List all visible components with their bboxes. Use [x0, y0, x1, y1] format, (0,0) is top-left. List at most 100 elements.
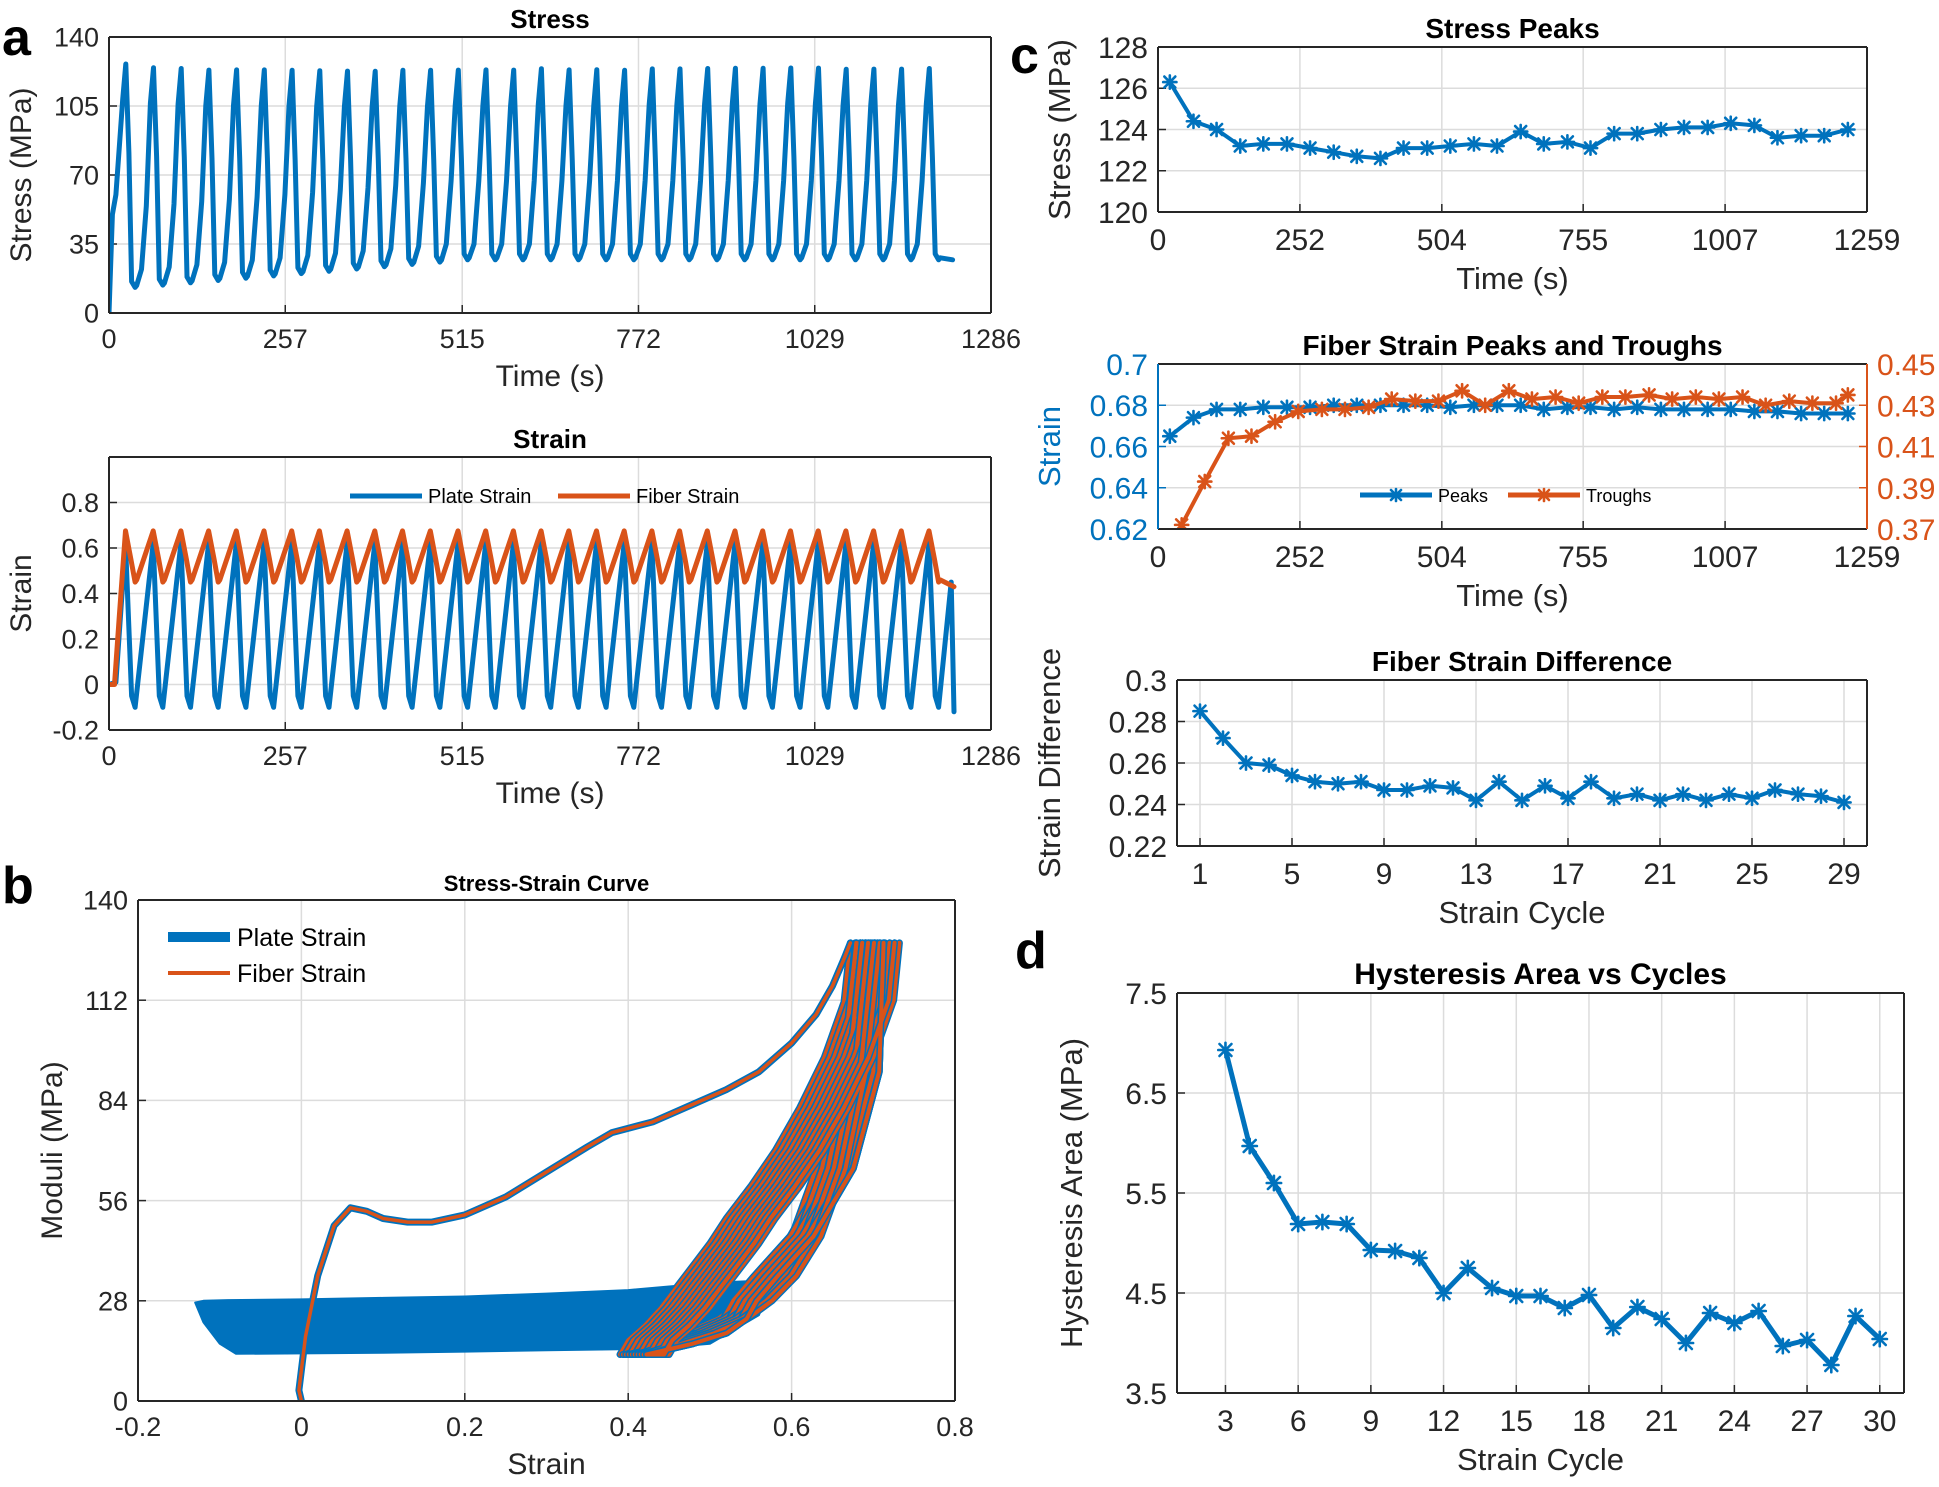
- data-point: [1676, 401, 1692, 418]
- data-point: [1532, 1287, 1549, 1305]
- x-tick-label: 252: [1275, 541, 1325, 574]
- stress-series: [109, 61, 956, 313]
- y-tick-label: 140: [83, 886, 128, 916]
- fiber-strain-series: [295, 939, 903, 1401]
- x-tick-label: 515: [440, 324, 485, 354]
- data-point: [1798, 1331, 1816, 1349]
- y-tick-label: 35: [69, 230, 99, 260]
- data-point: [1302, 140, 1318, 156]
- x-tick-label: 1286: [961, 324, 1021, 354]
- data-point: [1477, 397, 1494, 414]
- fiber-first-loading: [297, 941, 853, 1401]
- y-axis-label: Strain: [1032, 406, 1067, 487]
- data-point: [1560, 790, 1576, 807]
- data-point: [1699, 119, 1716, 136]
- data-point: [1813, 788, 1829, 805]
- x-axis-label: Strain Cycle: [1438, 895, 1605, 930]
- y-tick-label: 7.5: [1125, 978, 1167, 1011]
- chart-title: Stress Peaks: [1425, 13, 1599, 44]
- data-point: [1216, 1041, 1234, 1059]
- x-tick-label: 257: [263, 324, 308, 354]
- y-tick-label: 128: [1098, 32, 1148, 65]
- data-point: [1290, 403, 1307, 420]
- data-point: [1338, 1215, 1356, 1233]
- data-point: [1241, 1137, 1259, 1155]
- y-tick-label: 0.6: [61, 534, 99, 564]
- data-point: [1243, 428, 1260, 445]
- chart-title: Stress-Strain Curve: [444, 871, 649, 896]
- x-tick-label: 30: [1863, 1405, 1896, 1438]
- data-point: [1395, 140, 1412, 156]
- data-point: [1556, 1299, 1574, 1317]
- data-point: [1839, 121, 1856, 138]
- x-axis-label: Time (s): [1456, 261, 1569, 296]
- x-tick-label: 21: [1645, 1405, 1678, 1438]
- data-point: [1491, 773, 1507, 790]
- y-tick-label: 0.26: [1109, 748, 1167, 781]
- x-axis-label: Time (s): [496, 360, 605, 393]
- data-point: [1746, 117, 1763, 134]
- x-tick-label: 5: [1284, 858, 1301, 891]
- data-point: [1629, 125, 1646, 142]
- y-tick-label: 0.24: [1109, 789, 1167, 822]
- data-point: [1629, 399, 1646, 416]
- x-tick-label: 1259: [1834, 224, 1901, 257]
- data-point: [1208, 121, 1225, 138]
- data-point: [1664, 391, 1681, 407]
- y2-tick-label: 0.39: [1877, 473, 1935, 506]
- chart-title: Stress: [510, 4, 590, 34]
- data-point: [1419, 140, 1436, 156]
- x-tick-label: 9: [1363, 1405, 1380, 1438]
- data-point: [1687, 389, 1704, 405]
- y-tick-label: 56: [98, 1186, 128, 1216]
- y2-tick-label: 0.45: [1877, 349, 1935, 382]
- data-point: [1652, 792, 1668, 809]
- x-tick-label: -0.2: [115, 1412, 162, 1442]
- data-point: [1559, 133, 1576, 150]
- x-tick-label: 772: [616, 741, 661, 771]
- data-point: [1699, 401, 1716, 418]
- x-tick-label: 0: [101, 324, 116, 354]
- y-tick-label: 112: [85, 986, 128, 1016]
- x-tick-label: 29: [1827, 858, 1860, 891]
- x-tick-label: 504: [1417, 224, 1467, 257]
- data-point: [1185, 113, 1202, 130]
- strain-difference-series: [1192, 703, 1852, 811]
- x-tick-label: 15: [1500, 1405, 1533, 1438]
- chart-stress-peaks: 0 252 504 755 1007 1259 120 122 124 126 128 Stress …: [1042, 13, 1900, 296]
- data-point: [1652, 121, 1669, 138]
- x-tick-label: 27: [1790, 1405, 1823, 1438]
- stress-line: [109, 61, 956, 313]
- data-point: [1535, 136, 1552, 152]
- data-point: [1816, 127, 1833, 144]
- data-point: [1383, 391, 1400, 407]
- x-tick-label: 17: [1551, 858, 1584, 891]
- data-point: [1514, 792, 1530, 809]
- panel-letter-c: c: [1010, 27, 1039, 85]
- y-tick-label: 0.28: [1109, 706, 1167, 739]
- data-point: [1196, 473, 1213, 490]
- y2-tick-label: 0.37: [1877, 514, 1935, 547]
- y-tick-label: 3.5: [1125, 1378, 1167, 1411]
- y-tick-label: 28: [98, 1287, 128, 1317]
- x-tick-label: 772: [616, 324, 661, 354]
- data-point: [1721, 786, 1737, 803]
- data-point: [1606, 790, 1622, 807]
- data-point: [1734, 389, 1751, 405]
- y-tick-label: 0.62: [1090, 514, 1148, 547]
- chart-title: Fiber Strain Difference: [1372, 646, 1672, 677]
- data-point: [1594, 389, 1611, 405]
- data-point: [1353, 773, 1369, 790]
- data-point: [1710, 391, 1727, 407]
- data-point: [1781, 393, 1798, 410]
- data-point: [1284, 767, 1300, 784]
- data-point: [1629, 786, 1645, 803]
- data-point: [1261, 757, 1277, 773]
- y-axis-label: Stress (MPa): [1042, 39, 1077, 220]
- y-tick-label: 70: [69, 161, 99, 191]
- data-point: [1192, 703, 1208, 720]
- data-point: [1793, 127, 1810, 144]
- y-tick-label: 0.64: [1090, 473, 1148, 506]
- x-tick-label: 0.4: [609, 1412, 647, 1442]
